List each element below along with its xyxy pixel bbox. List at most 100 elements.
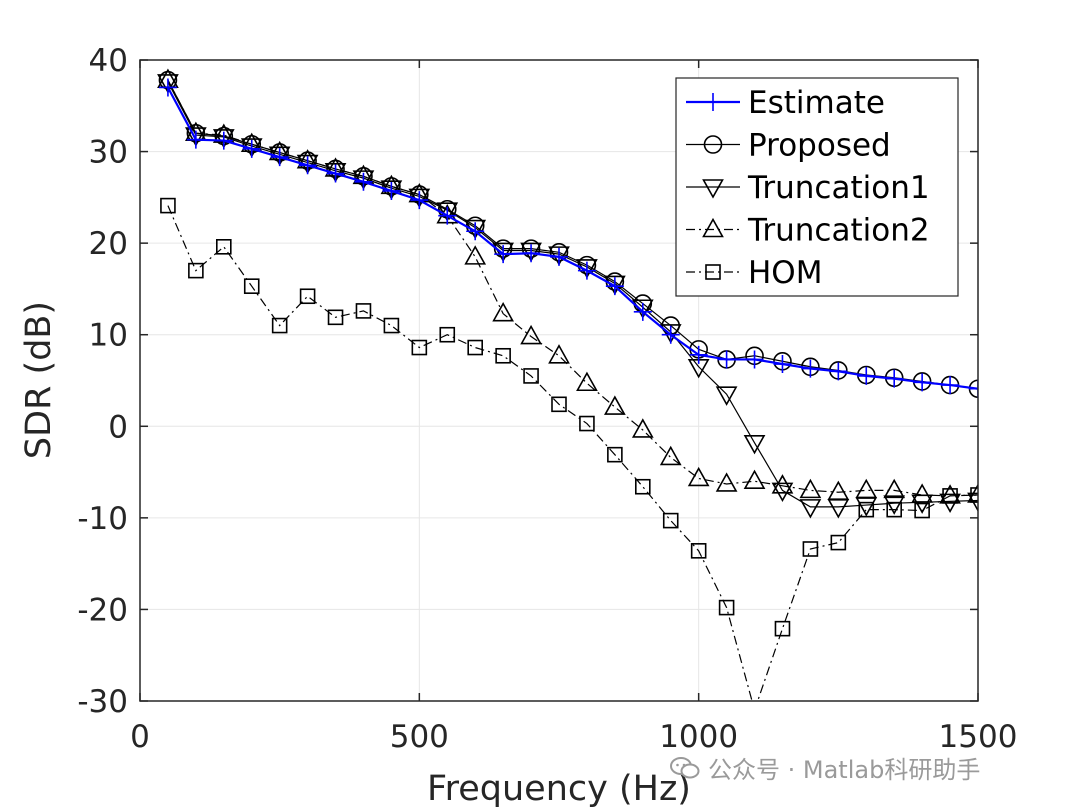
data-point-hom [411, 339, 428, 356]
data-point-hom [551, 396, 567, 413]
data-point-estimate [354, 172, 373, 191]
data-point-hom [495, 347, 511, 364]
axis-ticks: 0 500 1000 1500 -30 -20 -10 0 10 20 30 40 [77, 43, 1017, 755]
legend-item-hom: HOM [686, 255, 822, 291]
legend: Estimate Proposed Truncation1 Truncation2 HO… [675, 77, 959, 297]
data-point-estimate [745, 350, 764, 369]
data-point-estimate [522, 244, 541, 263]
data-point-truncation1 [492, 242, 514, 263]
data-point-truncation1 [520, 242, 542, 263]
data-point-estimate [466, 222, 485, 241]
data-point-truncation1 [799, 499, 822, 519]
series-layer [157, 68, 978, 717]
legend-label: Truncation2 [747, 213, 930, 249]
series-line-truncation1 [167, 81, 978, 508]
legend-label: Estimate [748, 85, 885, 121]
data-point-estimate [382, 181, 401, 200]
data-point-truncation1 [743, 434, 766, 455]
data-point-truncation2 [883, 478, 906, 499]
data-point-truncation2 [631, 418, 654, 438]
data-point-truncation2 [464, 245, 487, 265]
data-point-hom [914, 502, 930, 519]
data-point-truncation1 [827, 499, 850, 519]
x-tick-label: 0 [130, 719, 150, 755]
data-point-hom [271, 317, 288, 334]
data-point-truncation1 [911, 494, 933, 514]
wechat-icon [670, 756, 700, 778]
y-tick-label: -20 [77, 592, 128, 628]
data-point-truncation1 [855, 497, 878, 517]
data-point-hom [383, 317, 400, 334]
legend-item-truncation1: Truncation1 [686, 170, 930, 206]
data-point-estimate [214, 131, 233, 150]
data-point-truncation2 [576, 371, 598, 392]
data-point-estimate [857, 366, 876, 385]
data-point-truncation1 [967, 492, 978, 513]
data-point-estimate [913, 373, 932, 392]
data-point-estimate [550, 247, 568, 266]
data-point-truncation1 [715, 386, 738, 406]
y-tick-label: -10 [77, 501, 128, 537]
data-point-truncation1 [157, 74, 179, 94]
y-tick-label: 30 [89, 135, 128, 171]
data-point-estimate [242, 139, 261, 158]
data-point-truncation2 [771, 474, 794, 494]
data-point-hom [160, 197, 176, 214]
data-point-estimate [438, 206, 457, 225]
data-point-hom [327, 309, 344, 326]
series-estimate [158, 78, 978, 398]
legend-marker [702, 217, 724, 238]
data-point-hom [718, 599, 735, 616]
data-point-hom [607, 446, 623, 463]
data-point-estimate [969, 379, 978, 398]
data-point-estimate [773, 355, 792, 374]
data-point-truncation2 [604, 395, 626, 415]
data-point-estimate [829, 362, 848, 381]
data-point-hom [802, 541, 819, 557]
legend-label: Proposed [748, 128, 891, 164]
data-point-hom [243, 278, 260, 294]
legend-item-truncation2: Truncation2 [686, 213, 930, 249]
data-point-hom [579, 415, 595, 432]
plot-frame [139, 59, 979, 702]
data-point-estimate [577, 261, 596, 280]
data-point-estimate [270, 148, 289, 167]
legend-label: Truncation1 [747, 170, 930, 206]
data-point-estimate [633, 302, 652, 321]
data-point-hom [690, 543, 707, 559]
data-point-truncation1 [212, 129, 235, 149]
data-point-estimate [410, 191, 429, 210]
data-point-estimate [326, 164, 345, 183]
y-tick-label: 10 [89, 318, 128, 354]
data-point-hom [748, 703, 762, 717]
y-tick-label: 40 [89, 43, 128, 79]
data-point-estimate [661, 325, 680, 344]
data-point-estimate [801, 359, 820, 378]
data-point-hom [634, 478, 651, 495]
data-point-hom [523, 368, 539, 384]
data-point-estimate [186, 130, 205, 149]
y-tick-label: -30 [77, 684, 128, 720]
series-line-hom [167, 205, 978, 701]
data-point-truncation1 [939, 493, 961, 514]
x-axis-title: Frequency (Hz) [427, 769, 691, 809]
legend-marker [704, 93, 722, 111]
data-point-truncation2 [687, 466, 710, 487]
data-point-hom [467, 339, 484, 356]
data-point-estimate [941, 376, 960, 395]
data-point-hom [299, 288, 316, 305]
x-tick-label: 1000 [659, 719, 738, 755]
data-point-truncation1 [185, 127, 207, 147]
data-point-estimate [689, 345, 708, 364]
legend-label: HOM [748, 255, 822, 291]
data-point-truncation2 [548, 344, 570, 364]
legend-marker [703, 135, 723, 154]
data-point-hom [830, 534, 847, 551]
legend-marker [702, 179, 724, 199]
data-point-truncation2 [659, 445, 682, 466]
data-point-truncation2 [743, 469, 766, 490]
data-point-estimate [158, 78, 177, 97]
data-point-hom [216, 239, 232, 255]
data-point-hom [355, 303, 372, 319]
